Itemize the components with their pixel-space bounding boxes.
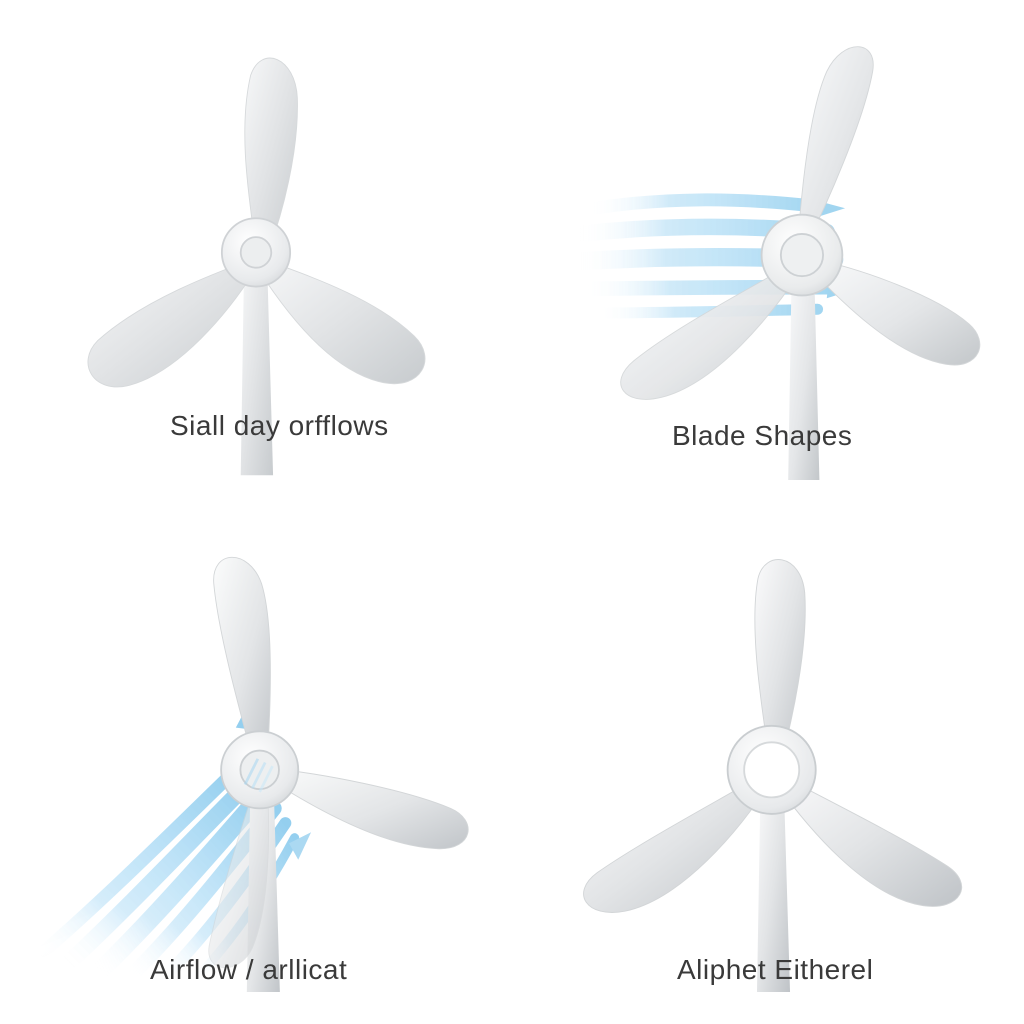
panel-bottom-left: Airflow / arllicat (0, 512, 512, 1024)
caption-bottom-left: Airflow / arllicat (150, 954, 347, 986)
caption-bottom-right: Aliphet Eitherel (677, 954, 873, 986)
panel-top-left: Siall day orfflows (0, 0, 512, 512)
infographic-grid: Siall day orfflows (0, 0, 1024, 1024)
caption-top-right: Blade Shapes (672, 420, 852, 452)
caption-top-left: Siall day orfflows (170, 410, 389, 442)
panel-top-right: Blade Shapes (512, 0, 1024, 512)
turbine-bottom-left (0, 512, 512, 1024)
panel-bottom-right: Aliphet Eitherel (512, 512, 1024, 1024)
turbine-bottom-right (512, 512, 1024, 1024)
